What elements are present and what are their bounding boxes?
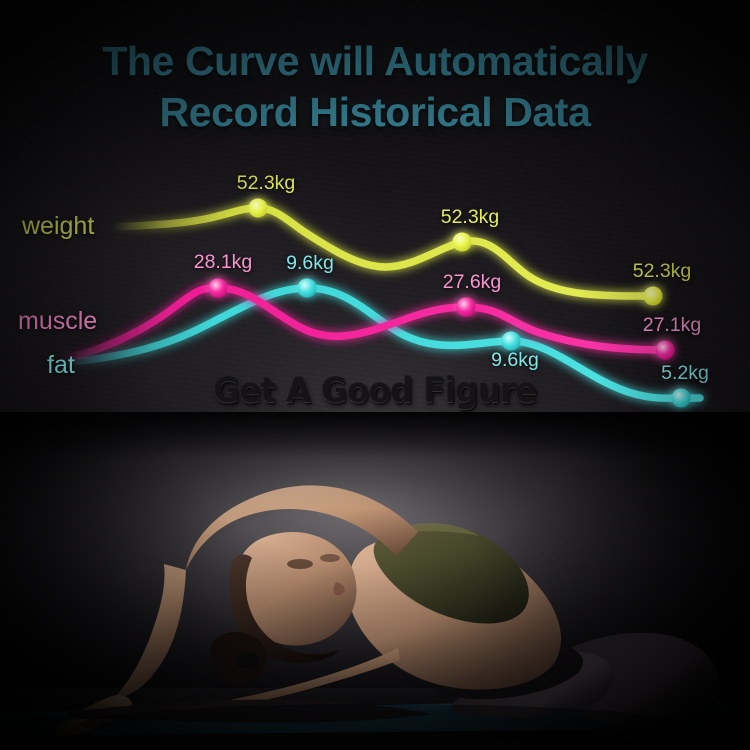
muscle-value-label-3: 27.1kg <box>642 314 702 336</box>
weight-point-2[interactable] <box>452 232 472 252</box>
yoga-photo-illustration <box>0 412 750 750</box>
legend-label-weight: weight <box>22 212 95 240</box>
fat-point-1[interactable] <box>297 278 317 298</box>
yoga-photo <box>0 412 750 750</box>
weight-value-label-1: 52.3kg <box>236 172 296 194</box>
muscle-value-label-1: 28.1kg <box>193 251 253 273</box>
slogan-text: Get A Good Figure <box>213 371 537 411</box>
weight-value-label-3: 52.3kg <box>632 260 692 282</box>
fat-value-label-2: 9.6kg <box>491 349 539 371</box>
muscle-point-1[interactable] <box>208 278 228 298</box>
legend-label-muscle: muscle <box>18 307 98 335</box>
eye-shadow <box>287 559 313 569</box>
weight-point-1[interactable] <box>248 198 268 218</box>
body-shadow <box>80 704 680 744</box>
muscle-value-label-2: 27.6kg <box>442 271 502 293</box>
weight-point-3[interactable] <box>643 286 663 306</box>
brow-shadow <box>320 554 340 562</box>
headline-line-1: The Curve will Automatically <box>102 38 648 84</box>
fat-point-2[interactable] <box>501 331 521 351</box>
muscle-point-2[interactable] <box>456 297 476 317</box>
wrist-band <box>236 654 258 668</box>
fat-value-label-1: 9.6kg <box>286 252 334 274</box>
weight-value-label-2: 52.3kg <box>440 206 500 228</box>
muscle-point-3[interactable] <box>655 340 675 360</box>
headline-line-2: Record Historical Data <box>159 88 591 135</box>
page-title: The Curve will Automatically Record Hist… <box>0 36 750 138</box>
